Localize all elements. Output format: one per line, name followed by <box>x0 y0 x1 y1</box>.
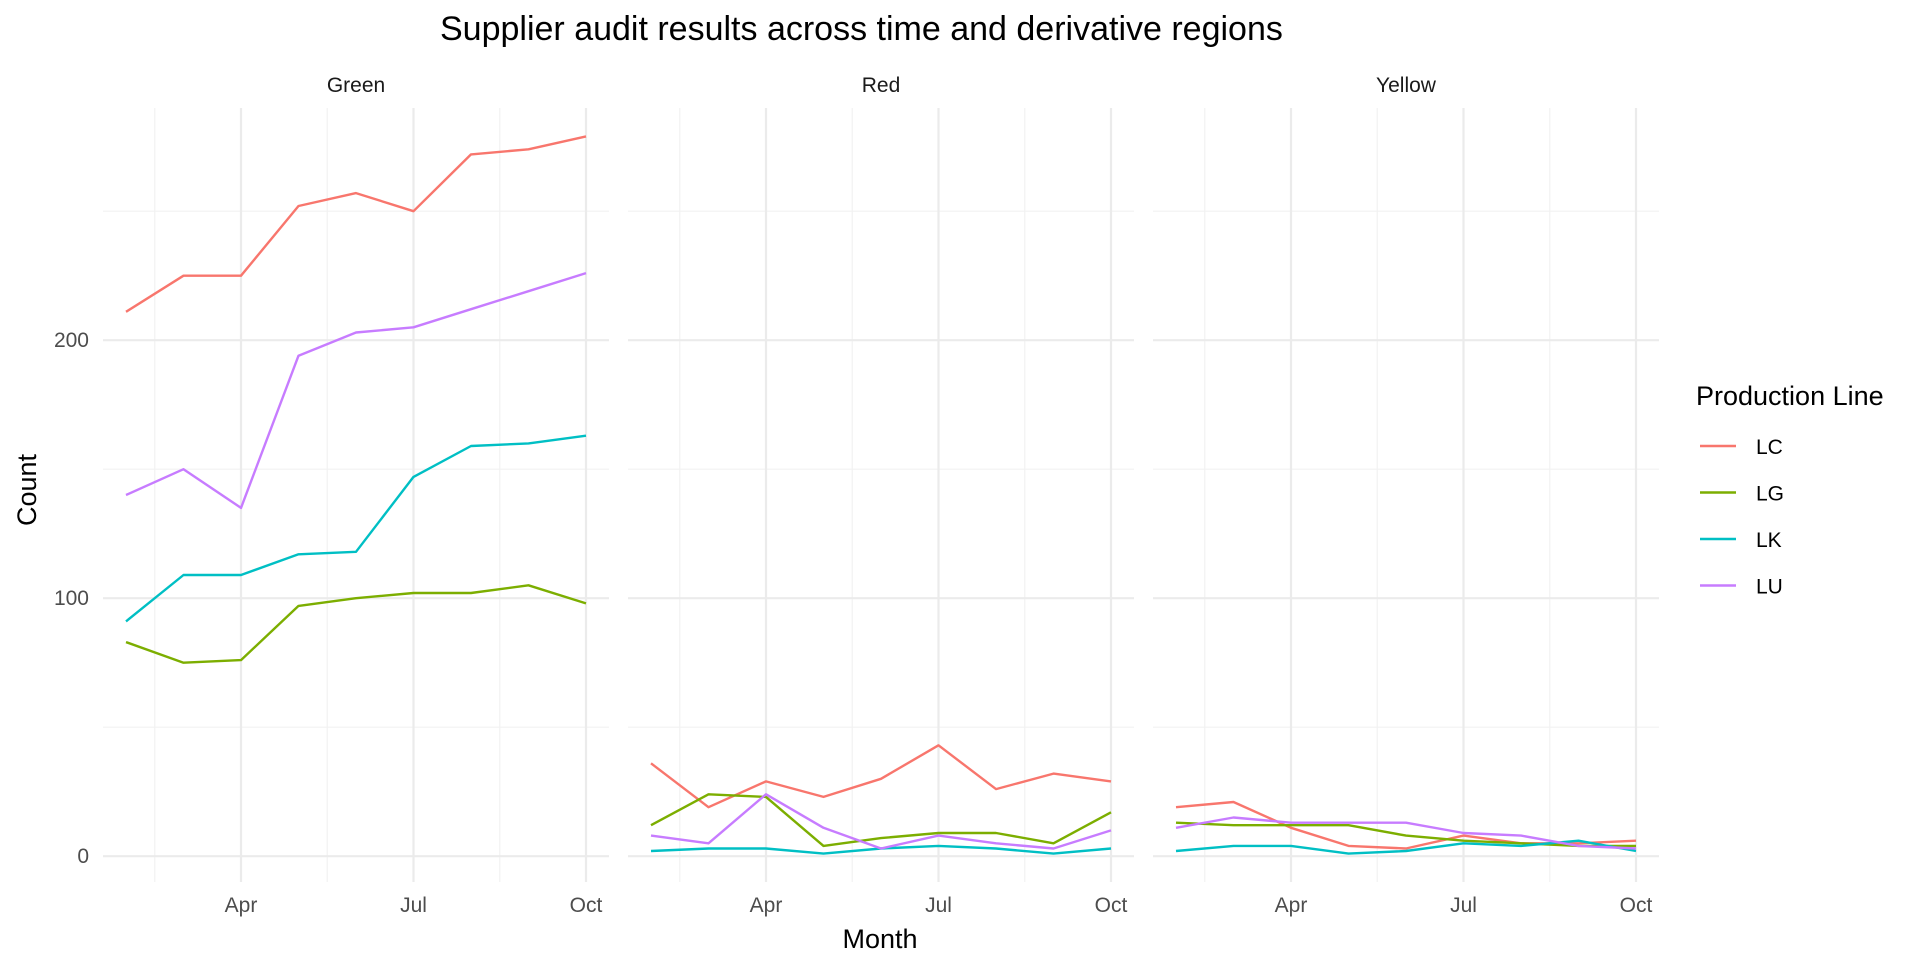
legend: Production Line LC LG LK LU <box>1696 381 1884 599</box>
series-line-lg <box>125 584 587 664</box>
y-tick-label: 0 <box>77 845 89 868</box>
chart-title: Supplier audit results across time and d… <box>440 10 1283 48</box>
legend-label: LK <box>1756 529 1782 552</box>
legend-label: LU <box>1756 576 1783 599</box>
x-tick-label: Apr <box>225 894 258 917</box>
y-tick-label: 100 <box>54 587 89 610</box>
facet-strip-label: Red <box>862 74 901 97</box>
facet-panels: 0 100 200 Apr Jul Oct Green Apr Jul Oct Red Apr Jul O… <box>54 74 1659 917</box>
x-axis-title: Month <box>842 924 917 954</box>
series-line-lu <box>1175 816 1637 850</box>
facet-panel-green: Apr Jul Oct Green <box>103 74 609 917</box>
x-tick-label: Oct <box>570 894 603 917</box>
series-line-lc <box>125 135 587 313</box>
x-tick-label: Jul <box>400 894 427 917</box>
legend-item-lk: LK <box>1700 529 1782 552</box>
series-line-lc <box>650 744 1112 809</box>
legend-item-lc: LC <box>1700 436 1783 459</box>
legend-item-lu: LU <box>1700 576 1783 599</box>
series-line-lg <box>650 793 1112 848</box>
facet-panel-yellow: Apr Jul Oct Yellow <box>1153 74 1659 917</box>
series-line-lg <box>1175 821 1636 848</box>
legend-title: Production Line <box>1696 381 1884 411</box>
x-tick-label: Jul <box>925 894 952 917</box>
series-line-lu <box>125 271 587 510</box>
series-line-lu <box>650 793 1112 850</box>
legend-item-lg: LG <box>1700 483 1784 506</box>
x-tick-label: Apr <box>750 894 783 917</box>
facet-strip-label: Yellow <box>1376 74 1437 97</box>
x-tick-label: Oct <box>1095 894 1128 917</box>
legend-label: LG <box>1756 483 1784 506</box>
facet-panel-red: Apr Jul Oct Red <box>628 74 1134 917</box>
legend-label: LC <box>1756 436 1783 459</box>
series-line-lk <box>125 434 587 623</box>
x-tick-label: Jul <box>1450 894 1477 917</box>
y-axis-title: Count <box>12 453 42 526</box>
facet-strip-label: Green <box>327 74 385 97</box>
y-tick-label: 200 <box>54 329 89 352</box>
x-tick-label: Oct <box>1620 894 1653 917</box>
x-tick-label: Apr <box>1275 894 1308 917</box>
